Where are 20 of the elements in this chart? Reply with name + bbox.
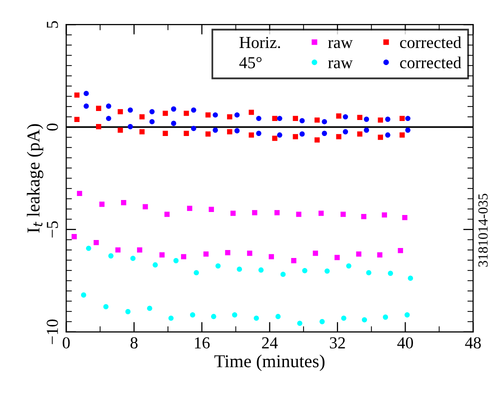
x-tick-label: 40 xyxy=(397,337,413,348)
x-tick-label: 0 xyxy=(62,337,70,348)
x-tick-label: 16 xyxy=(194,337,210,348)
y-tick-label: 0 xyxy=(46,124,58,131)
legend-label: corrected xyxy=(400,36,462,48)
legend-label: raw xyxy=(328,60,353,68)
y-tick-label: −10 xyxy=(46,319,58,344)
y-tick-label: −5 xyxy=(46,221,58,238)
x-tick-label: 24 xyxy=(262,337,278,348)
annotation: Horiz. xyxy=(239,36,280,48)
x-tick-label: 48 xyxy=(465,337,481,348)
x-axis-title: Time (minutes) xyxy=(214,354,324,372)
y-tick-label: 5 xyxy=(46,21,58,28)
y-axis-title: I$_{t}$ leakage (pA) xyxy=(26,124,44,233)
legend-label: corrected xyxy=(400,56,462,68)
x-tick-label: 8 xyxy=(130,337,138,348)
legend-label: raw xyxy=(328,40,353,48)
annotation: 45° xyxy=(239,57,262,68)
x-tick-label: 32 xyxy=(330,337,345,348)
text: 3181014-035 xyxy=(478,194,488,267)
